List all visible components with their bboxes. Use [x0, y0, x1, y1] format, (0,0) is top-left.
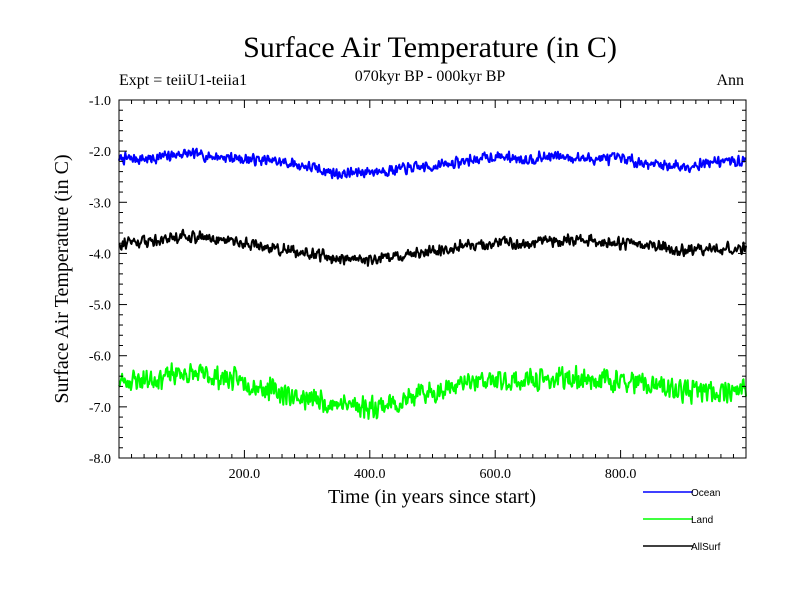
y-tick-label: -8.0: [89, 452, 111, 467]
y-tick-label: -7.0: [89, 401, 111, 416]
y-tick-label: -2.0: [89, 145, 111, 160]
chart-subtitle: 070kyr BP - 000kyr BP: [355, 68, 506, 85]
legend-label-ocean: Ocean: [691, 488, 720, 499]
experiment-label: Expt = teiiU1-teiia1: [119, 72, 247, 89]
legend-label-allsurf: AllSurf: [691, 542, 721, 553]
x-axis-label: Time (in years since start): [328, 486, 536, 508]
x-tick-label: 400.0: [354, 467, 386, 482]
x-tick-label: 200.0: [229, 467, 261, 482]
x-tick-label: 800.0: [605, 467, 637, 482]
plot-frame: [118, 99, 747, 459]
x-tick-label: 600.0: [479, 467, 511, 482]
series-line-ocean: [118, 147, 747, 180]
series-layer: [118, 147, 747, 420]
series-line-allsurf: [118, 228, 747, 267]
chart-title: Surface Air Temperature (in C): [243, 31, 617, 64]
period-label: Ann: [716, 72, 744, 89]
y-tick-label: -4.0: [89, 247, 111, 262]
legend-label-land: Land: [691, 515, 713, 526]
y-tick-label: -6.0: [89, 350, 111, 365]
series-line-land: [118, 362, 747, 420]
tick-layer: 200.0 400.0 600.0 800.0 -1.0 -2.0 -3.0 -4.0 -5.0…: [89, 94, 746, 482]
legend: Ocean Land AllSurf: [643, 488, 721, 553]
y-axis-label: Surface Air Temperature (in C): [51, 154, 73, 403]
y-tick-label: -5.0: [89, 299, 111, 314]
y-tick-label: -3.0: [89, 196, 111, 211]
y-tick-label: -1.0: [89, 94, 111, 109]
